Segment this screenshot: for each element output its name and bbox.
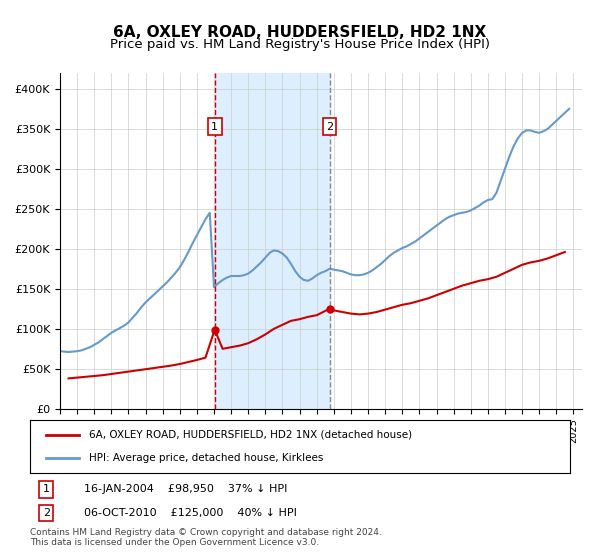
Text: HPI: Average price, detached house, Kirklees: HPI: Average price, detached house, Kirk… — [89, 453, 324, 463]
Text: 2: 2 — [326, 122, 333, 132]
Text: 1: 1 — [43, 484, 50, 494]
Text: 6A, OXLEY ROAD, HUDDERSFIELD, HD2 1NX: 6A, OXLEY ROAD, HUDDERSFIELD, HD2 1NX — [113, 25, 487, 40]
Text: 6A, OXLEY ROAD, HUDDERSFIELD, HD2 1NX (detached house): 6A, OXLEY ROAD, HUDDERSFIELD, HD2 1NX (d… — [89, 430, 413, 440]
Text: 2: 2 — [43, 508, 50, 518]
Text: Contains HM Land Registry data © Crown copyright and database right 2024.
This d: Contains HM Land Registry data © Crown c… — [30, 528, 382, 548]
Bar — [215, 73, 329, 409]
Text: 16-JAN-2004    £98,950    37% ↓ HPI: 16-JAN-2004 £98,950 37% ↓ HPI — [84, 484, 287, 494]
Text: Price paid vs. HM Land Registry's House Price Index (HPI): Price paid vs. HM Land Registry's House … — [110, 38, 490, 51]
Text: 1: 1 — [211, 122, 218, 132]
Text: 06-OCT-2010    £125,000    40% ↓ HPI: 06-OCT-2010 £125,000 40% ↓ HPI — [84, 508, 297, 518]
